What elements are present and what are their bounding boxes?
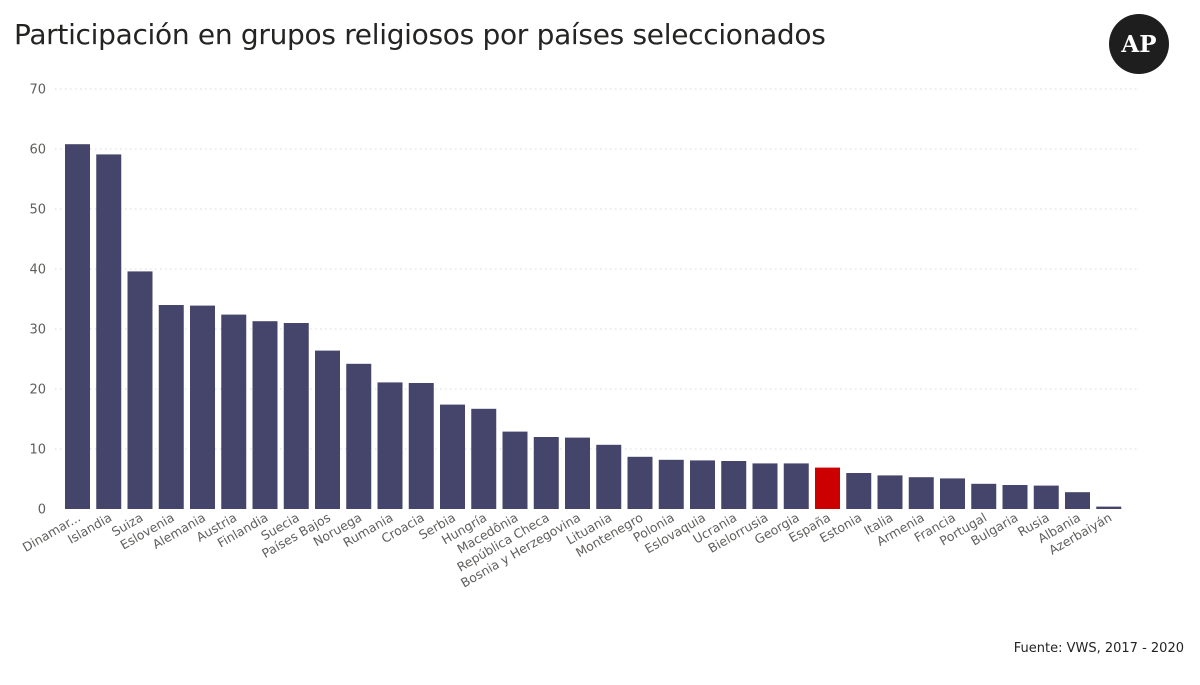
bar (752, 463, 778, 509)
bar (158, 305, 184, 509)
bar (1065, 492, 1090, 509)
y-tick-label: 20 (29, 383, 46, 398)
y-tick-label: 50 (29, 203, 46, 218)
y-tick-label: 70 (29, 83, 46, 98)
chart-title: Participación en grupos religiosos por p… (14, 18, 826, 51)
bar (627, 456, 653, 509)
bar (190, 305, 215, 509)
y-tick-label: 60 (29, 143, 46, 158)
bar (721, 461, 747, 509)
bar (283, 323, 309, 509)
bar (377, 382, 403, 509)
bar (471, 408, 497, 509)
bar (346, 363, 372, 509)
ap-logo: AP (1109, 14, 1169, 74)
bar (315, 350, 340, 509)
y-tick-label: 30 (29, 323, 46, 338)
bar (1096, 506, 1122, 509)
bar (440, 404, 465, 509)
y-tick-label: 40 (29, 263, 46, 278)
y-tick-label: 0 (38, 503, 46, 518)
y-tick-label: 10 (29, 443, 46, 458)
bar (502, 431, 528, 509)
bar (252, 321, 278, 509)
bar (940, 478, 965, 509)
bar (690, 460, 715, 509)
bar (658, 459, 684, 509)
bar (846, 473, 872, 509)
source-note: Fuente: VWS, 2017 - 2020 (1013, 641, 1184, 656)
bar (221, 314, 247, 509)
bar (533, 437, 559, 509)
bar (1002, 485, 1028, 509)
bar-highlight (815, 467, 840, 509)
bar (971, 483, 997, 509)
bar (127, 271, 153, 509)
bar (565, 437, 590, 509)
bar (877, 475, 903, 509)
bar (65, 144, 90, 509)
bar (96, 154, 122, 509)
bar (1033, 485, 1059, 509)
bar (408, 383, 434, 509)
bar (783, 463, 809, 509)
bar (596, 444, 622, 509)
bar (908, 477, 934, 509)
